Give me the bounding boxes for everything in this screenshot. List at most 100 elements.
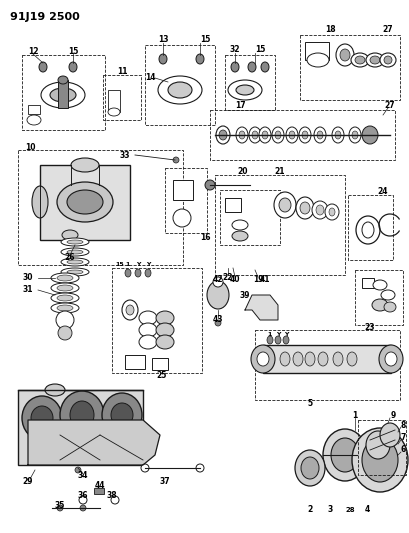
Bar — [354, 270, 402, 325]
Ellipse shape — [384, 352, 396, 366]
Bar — [299, 35, 399, 100]
Ellipse shape — [70, 401, 94, 429]
Ellipse shape — [348, 127, 360, 143]
Polygon shape — [28, 420, 160, 465]
Bar — [164, 168, 207, 233]
Ellipse shape — [22, 396, 62, 440]
Ellipse shape — [135, 269, 141, 277]
Ellipse shape — [258, 127, 270, 143]
Ellipse shape — [350, 53, 368, 67]
Text: 27: 27 — [382, 26, 392, 35]
Ellipse shape — [102, 393, 142, 437]
Ellipse shape — [365, 53, 383, 67]
Ellipse shape — [61, 238, 89, 246]
Ellipse shape — [324, 204, 338, 220]
Ellipse shape — [32, 186, 48, 218]
Ellipse shape — [274, 131, 280, 139]
Bar — [220, 190, 279, 245]
Ellipse shape — [346, 352, 356, 366]
Ellipse shape — [285, 127, 297, 143]
Text: Y: Y — [283, 333, 288, 337]
Ellipse shape — [57, 295, 73, 301]
Ellipse shape — [139, 323, 157, 337]
Ellipse shape — [383, 56, 391, 64]
Text: 35: 35 — [55, 502, 65, 511]
Text: 8: 8 — [399, 421, 405, 430]
Bar — [108, 90, 120, 112]
Text: 26: 26 — [65, 254, 75, 262]
Text: 43: 43 — [212, 316, 223, 325]
Text: 37: 37 — [159, 478, 170, 487]
Ellipse shape — [331, 127, 343, 143]
Text: 1: 1 — [267, 333, 272, 337]
Ellipse shape — [58, 76, 68, 84]
Ellipse shape — [159, 54, 166, 64]
Ellipse shape — [330, 438, 358, 472]
Ellipse shape — [67, 240, 83, 244]
Ellipse shape — [57, 275, 73, 281]
Bar — [40, 165, 130, 240]
Bar — [304, 42, 328, 60]
Ellipse shape — [371, 299, 387, 311]
Ellipse shape — [238, 131, 245, 139]
Ellipse shape — [218, 130, 227, 140]
Circle shape — [173, 157, 179, 163]
Ellipse shape — [61, 258, 89, 266]
Ellipse shape — [298, 127, 310, 143]
Ellipse shape — [271, 127, 283, 143]
Text: 6: 6 — [400, 446, 405, 455]
Text: 1: 1 — [351, 410, 357, 419]
Ellipse shape — [361, 438, 397, 482]
Text: 40: 40 — [229, 276, 240, 285]
Text: 15: 15 — [67, 46, 78, 55]
Text: 15: 15 — [254, 45, 265, 54]
Text: 11: 11 — [117, 68, 127, 77]
Text: 22: 22 — [222, 273, 233, 282]
Ellipse shape — [317, 352, 327, 366]
Text: 16: 16 — [199, 232, 210, 241]
Ellipse shape — [155, 335, 173, 349]
Text: 5: 5 — [307, 400, 312, 408]
Circle shape — [213, 277, 222, 287]
Ellipse shape — [51, 303, 79, 313]
Ellipse shape — [50, 88, 76, 102]
Ellipse shape — [236, 85, 254, 95]
Ellipse shape — [108, 108, 120, 116]
Ellipse shape — [236, 127, 247, 143]
Ellipse shape — [126, 305, 134, 315]
Ellipse shape — [57, 305, 73, 311]
Text: 3: 3 — [326, 505, 332, 514]
Ellipse shape — [351, 131, 357, 139]
Ellipse shape — [62, 230, 78, 240]
Text: 13: 13 — [157, 36, 168, 44]
Ellipse shape — [122, 300, 138, 320]
Text: 20: 20 — [237, 166, 247, 175]
Ellipse shape — [31, 406, 53, 430]
Ellipse shape — [231, 220, 247, 230]
Text: 17: 17 — [234, 101, 245, 110]
Ellipse shape — [256, 352, 268, 366]
Ellipse shape — [145, 269, 151, 277]
Ellipse shape — [204, 180, 214, 190]
Bar — [125, 355, 145, 369]
Ellipse shape — [311, 201, 327, 219]
Bar — [214, 175, 344, 275]
Ellipse shape — [196, 54, 204, 64]
Ellipse shape — [274, 336, 280, 344]
Text: 25: 25 — [156, 372, 167, 381]
Text: 32: 32 — [229, 45, 240, 54]
Ellipse shape — [61, 268, 89, 276]
Ellipse shape — [301, 131, 307, 139]
Ellipse shape — [273, 192, 295, 218]
Text: 23: 23 — [364, 324, 374, 333]
Ellipse shape — [339, 49, 349, 61]
Ellipse shape — [322, 429, 366, 481]
Ellipse shape — [155, 323, 173, 337]
Ellipse shape — [315, 205, 323, 215]
Ellipse shape — [313, 127, 325, 143]
Circle shape — [56, 311, 74, 329]
Bar — [18, 390, 143, 465]
Text: 19: 19 — [252, 276, 263, 285]
Ellipse shape — [332, 352, 342, 366]
Ellipse shape — [351, 428, 407, 492]
